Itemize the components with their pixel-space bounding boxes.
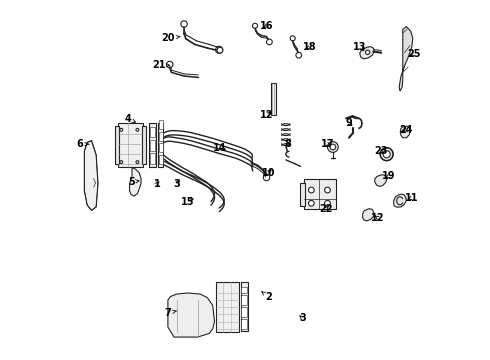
Circle shape — [324, 187, 330, 193]
Text: 13: 13 — [353, 42, 367, 52]
Bar — [149, 153, 155, 164]
Circle shape — [267, 39, 272, 45]
Bar — [159, 132, 163, 141]
Text: 5: 5 — [129, 177, 139, 187]
Text: 8: 8 — [285, 139, 292, 149]
Polygon shape — [360, 46, 374, 59]
Bar — [241, 282, 248, 331]
Text: 6: 6 — [76, 139, 89, 149]
Polygon shape — [363, 209, 374, 221]
Text: 9: 9 — [345, 118, 352, 128]
Bar — [115, 126, 119, 164]
Text: 11: 11 — [405, 193, 418, 203]
Bar — [299, 183, 305, 206]
Bar — [242, 319, 247, 329]
Polygon shape — [84, 140, 98, 211]
Circle shape — [136, 129, 139, 131]
Bar — [304, 179, 337, 210]
Text: 16: 16 — [260, 21, 273, 31]
Bar — [271, 83, 276, 116]
Bar — [158, 123, 163, 167]
Bar — [149, 127, 155, 137]
Bar — [159, 143, 163, 152]
Circle shape — [252, 23, 258, 28]
Text: 14: 14 — [213, 143, 227, 153]
Circle shape — [167, 61, 173, 68]
Text: 20: 20 — [161, 33, 180, 43]
Text: 18: 18 — [303, 42, 317, 52]
Bar — [159, 121, 163, 130]
Bar — [242, 287, 247, 293]
Circle shape — [120, 161, 122, 163]
Bar — [142, 126, 146, 164]
Text: 12: 12 — [371, 213, 385, 222]
Bar — [159, 155, 163, 164]
Polygon shape — [129, 167, 141, 196]
Circle shape — [380, 148, 393, 161]
Circle shape — [181, 21, 187, 27]
Text: 3: 3 — [299, 313, 306, 323]
Circle shape — [136, 161, 139, 163]
Bar — [149, 140, 155, 150]
Text: 24: 24 — [400, 125, 413, 135]
Circle shape — [216, 46, 223, 53]
Circle shape — [296, 52, 302, 58]
Text: 17: 17 — [321, 139, 334, 149]
Text: 15: 15 — [181, 197, 195, 207]
Circle shape — [324, 201, 330, 206]
Circle shape — [290, 36, 295, 41]
Circle shape — [309, 201, 314, 206]
Text: 19: 19 — [382, 171, 395, 181]
Text: 22: 22 — [319, 204, 332, 214]
Bar — [242, 295, 247, 305]
Bar — [149, 123, 156, 167]
Text: 12: 12 — [260, 111, 273, 121]
Bar — [216, 282, 239, 332]
Circle shape — [309, 187, 314, 193]
Bar — [119, 123, 143, 167]
Text: 3: 3 — [173, 179, 180, 189]
Circle shape — [366, 50, 370, 54]
Circle shape — [120, 129, 122, 131]
Text: 4: 4 — [125, 114, 136, 124]
Circle shape — [383, 150, 390, 158]
Circle shape — [263, 174, 270, 181]
Text: 1: 1 — [154, 179, 161, 189]
Text: 7: 7 — [165, 308, 177, 318]
Text: 21: 21 — [152, 60, 170, 70]
Text: 10: 10 — [262, 168, 275, 178]
Bar — [242, 307, 247, 317]
Text: 25: 25 — [407, 49, 420, 59]
Polygon shape — [393, 194, 406, 207]
Polygon shape — [400, 126, 410, 138]
Circle shape — [330, 144, 336, 150]
Polygon shape — [399, 27, 413, 91]
Circle shape — [327, 141, 338, 152]
Polygon shape — [168, 293, 215, 337]
Text: 2: 2 — [262, 292, 271, 302]
Text: 23: 23 — [374, 146, 388, 156]
Circle shape — [217, 47, 223, 53]
Polygon shape — [375, 175, 387, 186]
